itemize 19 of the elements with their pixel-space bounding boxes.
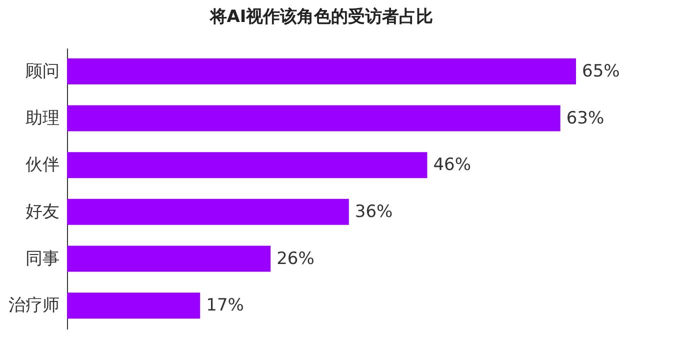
data-label: 46% [433, 155, 472, 176]
y-tick-label: 伙伴 [26, 155, 60, 176]
y-tick-label: 好友 [26, 202, 60, 222]
bar [67, 292, 200, 319]
y-tick-label: 治疗师 [8, 296, 60, 316]
chart-title: 将AI视作该角色的受访者占比 [208, 7, 434, 27]
data-label: 65% [582, 61, 620, 82]
bar [67, 105, 560, 132]
data-label: 17% [206, 296, 244, 316]
y-tick-label: 助理 [26, 108, 60, 128]
data-label: 36% [354, 202, 393, 222]
bar [67, 198, 349, 225]
y-tick-label: 顾问 [26, 61, 60, 82]
bar [67, 58, 576, 84]
y-tick-label: 同事 [26, 248, 60, 269]
data-label: 63% [566, 108, 604, 128]
data-label: 26% [276, 248, 314, 269]
bar [67, 246, 271, 272]
bar [67, 152, 428, 178]
